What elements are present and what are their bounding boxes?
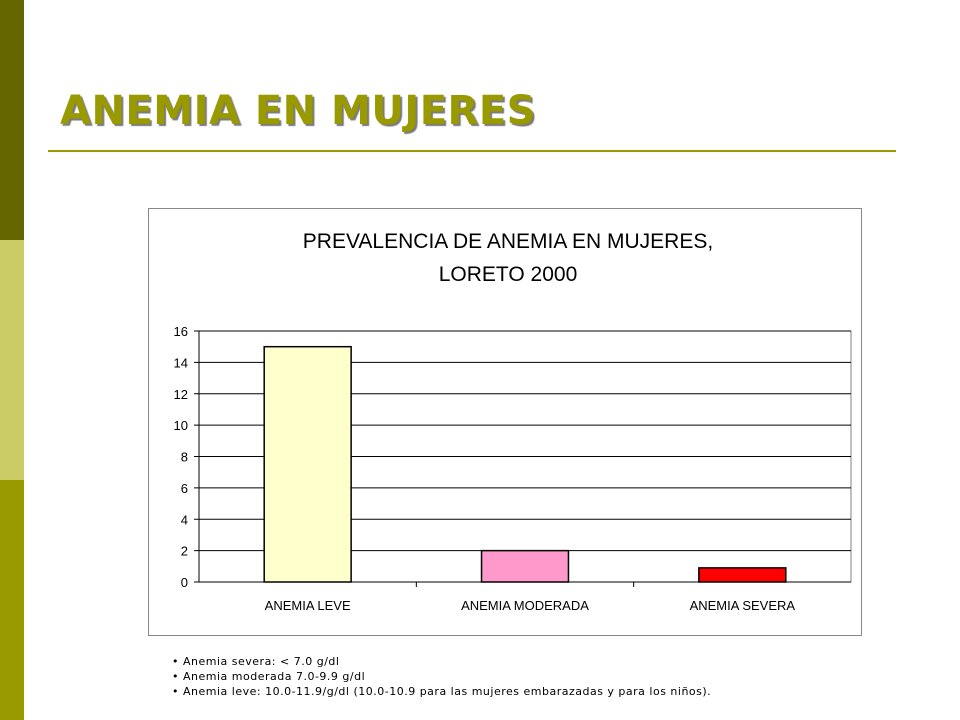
x-tick-label: ANEMIA LEVE	[265, 598, 351, 613]
y-tick-label: 8	[181, 450, 188, 465]
y-tick-label: 4	[181, 512, 188, 527]
bar-anemia-leve	[263, 345, 352, 583]
x-axis-labels: ANEMIA LEVE ANEMIA MODERADA ANEMIA SEVERA	[265, 582, 796, 613]
bar-anemia-severa	[698, 567, 787, 583]
y-tick-label: 6	[181, 481, 188, 496]
bars	[263, 345, 787, 583]
y-axis: 0 2 4 6 8 10 12 14 16	[174, 324, 200, 590]
note-mild: Anemia leve: 10.0-11.9/g/dl (10.0-10.9 p…	[172, 684, 711, 699]
x-tick-label: ANEMIA MODERADA	[461, 598, 589, 613]
chart-container: PREVALENCIA DE ANEMIA EN MUJERES, LORETO…	[148, 208, 862, 636]
y-tick-label: 16	[174, 324, 188, 339]
x-tick-label: ANEMIA SEVERA	[690, 598, 796, 613]
note-severe: Anemia severa: < 7.0 g/dl	[172, 654, 711, 669]
y-tick-label: 2	[181, 544, 188, 559]
slide-title: ANEMIA EN MUJERES	[60, 88, 536, 134]
sidebar-stripe-middle	[0, 240, 24, 480]
sidebar-stripe-bottom	[0, 480, 24, 720]
y-tick-label: 12	[174, 387, 188, 402]
title-divider	[48, 150, 896, 152]
definitions-list: Anemia severa: < 7.0 g/dl Anemia moderad…	[172, 654, 711, 699]
y-tick-label: 10	[174, 418, 188, 433]
bar-chart: PREVALENCIA DE ANEMIA EN MUJERES, LORETO…	[174, 230, 852, 613]
bar-anemia-moderada	[480, 549, 570, 583]
chart-title-line-1: PREVALENCIA DE ANEMIA EN MUJERES,	[303, 230, 713, 253]
y-tick-label: 14	[174, 355, 188, 370]
sidebar-stripe-top	[0, 0, 24, 240]
chart-title-line-2: LORETO 2000	[439, 263, 578, 286]
note-moderate: Anemia moderada 7.0-9.9 g/dl	[172, 669, 711, 684]
y-tick-label: 0	[181, 575, 188, 590]
